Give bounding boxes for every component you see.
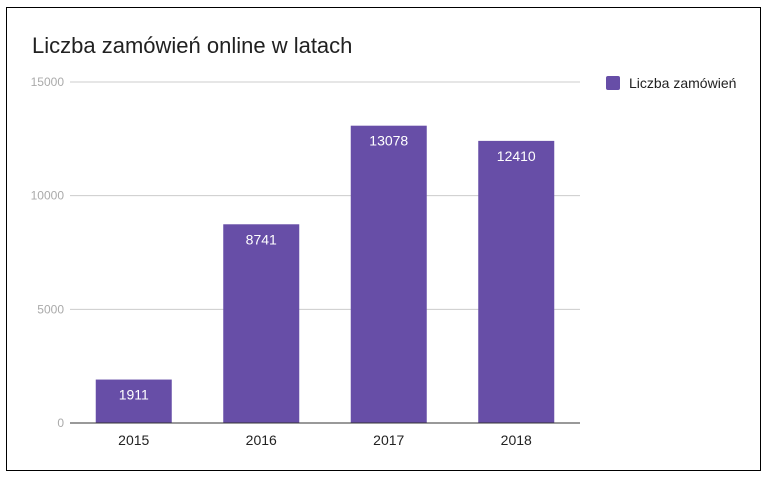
y-tick-label: 5000 — [37, 302, 64, 316]
data-label: 8741 — [246, 231, 277, 247]
y-tick-label: 0 — [57, 416, 64, 430]
bar — [350, 125, 427, 423]
bar — [223, 224, 300, 423]
data-label: 12410 — [497, 148, 536, 164]
y-tick-label: 10000 — [31, 189, 65, 203]
x-tick-label: 2015 — [118, 432, 149, 448]
x-tick-label: 2017 — [373, 432, 404, 448]
data-label: 1911 — [119, 387, 149, 403]
legend-swatch — [606, 76, 620, 90]
x-tick-label: 2016 — [246, 432, 277, 448]
bar — [95, 379, 172, 423]
data-label: 13078 — [369, 133, 408, 149]
legend-label: Liczba zamówień — [629, 75, 737, 91]
legend: Liczba zamówień — [606, 75, 736, 91]
y-tick-label: 15000 — [31, 75, 65, 89]
bar — [478, 140, 555, 423]
x-tick-label: 2018 — [501, 432, 532, 448]
chart-title: Liczba zamówień online w latach — [32, 33, 353, 58]
